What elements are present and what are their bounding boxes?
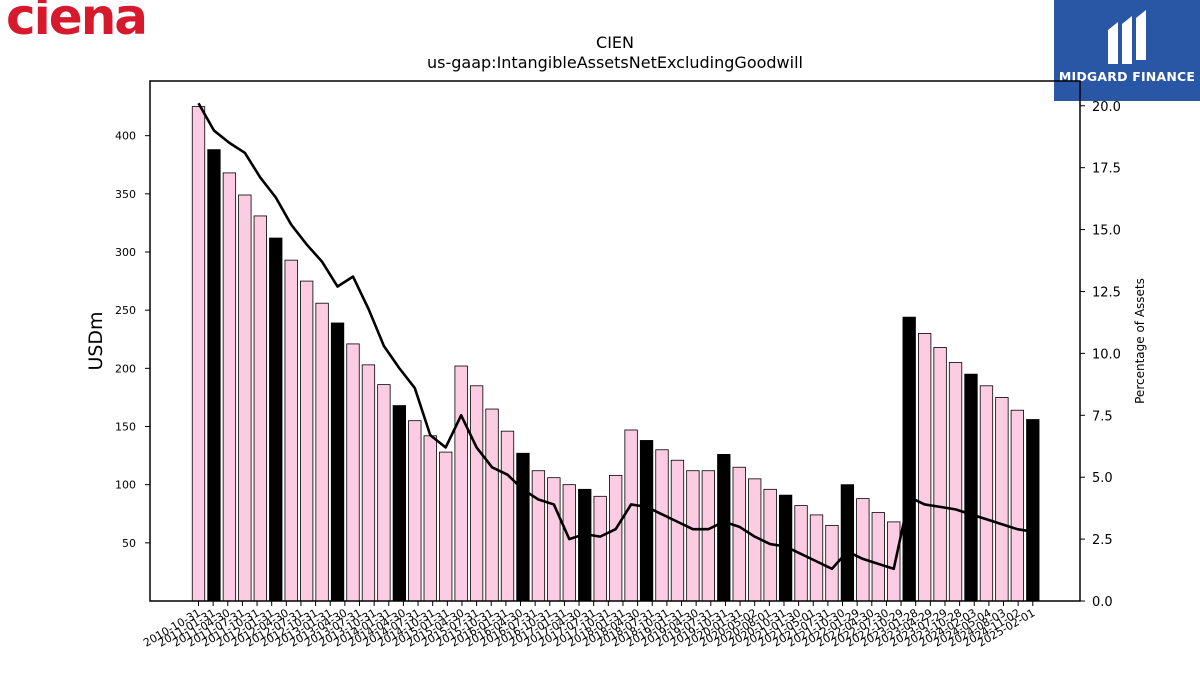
midgard-finance-logo: MIDGARD FINANCE xyxy=(1054,0,1200,101)
bar xyxy=(732,466,746,602)
bar xyxy=(701,470,715,602)
y-tick-label: 50 xyxy=(122,537,136,550)
axes: 50 100 150 200 250 300 350 400 0.0 2.5 5.0 7.5 10.0 1… xyxy=(115,80,1121,650)
bar xyxy=(840,484,855,602)
midgard-mark-icon xyxy=(1108,10,1146,64)
bar xyxy=(516,452,530,602)
bar xyxy=(361,364,376,602)
bar xyxy=(964,373,978,602)
bar xyxy=(500,430,515,602)
bar xyxy=(408,420,422,602)
chart-subtitle: us-gaap:IntangibleAssetsNetExcludingGood… xyxy=(427,53,803,72)
bar xyxy=(902,316,916,602)
bar xyxy=(284,259,298,602)
y-tick-label: 350 xyxy=(115,188,136,201)
bar xyxy=(593,495,607,602)
y2-tick-label: 12.5 xyxy=(1092,285,1121,300)
y2-tick-label: 15.0 xyxy=(1092,224,1121,239)
bar xyxy=(299,280,314,602)
bar xyxy=(238,194,252,602)
bar xyxy=(655,449,669,602)
percentage-line xyxy=(197,102,1034,571)
bar xyxy=(377,384,391,602)
bar xyxy=(330,322,345,602)
bar xyxy=(392,405,407,602)
bar xyxy=(639,440,654,602)
bar xyxy=(485,408,499,602)
y2-tick-label: 2.5 xyxy=(1092,533,1113,548)
bar xyxy=(207,149,221,602)
y2-tick-label: 5.0 xyxy=(1092,471,1113,486)
bar xyxy=(670,459,685,602)
bar xyxy=(222,172,237,602)
y2-tick-label: 0.0 xyxy=(1092,595,1113,610)
bar xyxy=(423,435,437,602)
y-tick-label: 300 xyxy=(115,246,136,259)
bar xyxy=(856,498,870,602)
bar xyxy=(531,470,546,602)
bar xyxy=(686,470,700,602)
chart-title: CIEN xyxy=(596,33,634,52)
plot-frame xyxy=(149,80,1081,602)
bar xyxy=(918,333,932,602)
bar xyxy=(609,474,623,602)
bar xyxy=(578,488,592,602)
y2-tick-label: 7.5 xyxy=(1092,409,1113,424)
bar xyxy=(887,521,901,602)
midgard-logo-text: MIDGARD FINANCE xyxy=(1058,69,1196,84)
y-tick-label: 400 xyxy=(115,130,136,143)
bar xyxy=(315,302,329,602)
y-tick-label: 100 xyxy=(115,479,136,492)
y-tick-label: 150 xyxy=(115,421,136,434)
ciena-logo-text: ciena xyxy=(6,0,148,46)
bar xyxy=(995,397,1009,602)
bar xyxy=(979,385,994,602)
bar xyxy=(624,429,638,602)
bars xyxy=(191,106,1040,602)
bar xyxy=(439,451,453,602)
bar xyxy=(717,454,731,602)
bar xyxy=(454,365,468,602)
bar xyxy=(871,512,885,602)
ciena-logo: ciena xyxy=(6,0,151,54)
y2-tick-label: 10.0 xyxy=(1092,347,1121,362)
y2-tick-label: 20.0 xyxy=(1092,100,1121,115)
y-tick-label: 250 xyxy=(115,304,136,317)
bar xyxy=(191,106,206,602)
y2-axis-label: Percentage of Assets xyxy=(1133,278,1147,404)
bar xyxy=(562,484,576,602)
bar xyxy=(269,237,283,602)
y-tick-label: 200 xyxy=(115,362,136,375)
bar xyxy=(253,215,267,602)
bar xyxy=(469,385,484,602)
bar xyxy=(948,362,963,602)
bar xyxy=(547,477,561,602)
y2-tick-label: 17.5 xyxy=(1092,162,1121,177)
bar xyxy=(933,346,947,602)
bar xyxy=(1010,409,1024,602)
y-axis-label: USDm xyxy=(85,311,107,370)
bar xyxy=(346,343,360,602)
bar xyxy=(1026,419,1040,602)
percentage-line-layer xyxy=(197,102,1034,571)
